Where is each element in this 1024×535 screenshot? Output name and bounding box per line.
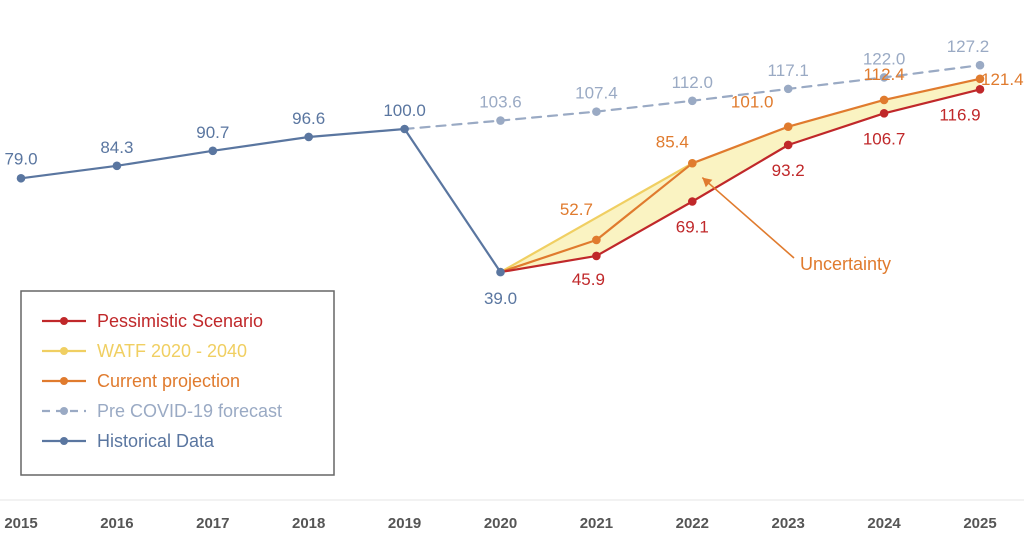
- uncertainty-band: [500, 78, 980, 273]
- legend-swatch-dot-current-projection: [60, 377, 68, 385]
- data-label-pessimistic-scenario-2022: 69.1: [676, 217, 709, 236]
- data-point-pre-covid-19-forecast-2025: [975, 60, 985, 70]
- data-label-pre-covid-19-forecast-2024: 122.0: [863, 49, 906, 68]
- data-label-current-projection-2023: 101.0: [731, 93, 774, 112]
- legend-label-watf-2020-2040: WATF 2020 - 2040: [97, 341, 247, 361]
- x-tick-label-2025: 2025: [963, 515, 996, 532]
- data-point-pre-covid-19-forecast-2023: [783, 84, 793, 94]
- data-label-pre-covid-19-forecast-2021: 107.4: [575, 84, 618, 103]
- data-label-pre-covid-19-forecast-2022: 112.0: [672, 73, 713, 92]
- data-label-pre-covid-19-forecast-2023: 117.1: [768, 61, 809, 80]
- data-point-pre-covid-19-forecast-2022: [688, 96, 697, 106]
- data-label-pre-covid-19-forecast-2020: 103.6: [479, 93, 522, 112]
- data-point-current-projection-2025: [975, 74, 985, 84]
- x-tick-label-2020: 2020: [484, 515, 517, 532]
- series-line-historical-data: [19, 127, 502, 274]
- legend-label-current-projection: Current projection: [97, 371, 240, 391]
- data-point-historical-data-2020: [496, 267, 505, 277]
- x-tick-label-2019: 2019: [388, 515, 421, 532]
- data-point-pessimistic-scenario-2024: [879, 108, 889, 118]
- legend-swatch-dot-pessimistic-scenario: [60, 317, 68, 325]
- legend-label-historical-data: Historical Data: [97, 431, 215, 451]
- x-tick-label-2021: 2021: [580, 515, 613, 532]
- legend-label-pessimistic-scenario: Pessimistic Scenario: [97, 311, 263, 331]
- x-tick-label-2015: 2015: [4, 515, 37, 532]
- legend-swatch-dot-pre-covid-19-forecast: [60, 407, 68, 415]
- data-point-pessimistic-scenario-2025: [975, 85, 985, 94]
- legend-swatch-dot-historical-data: [60, 437, 68, 445]
- series-line-watf-2020-2040: [499, 162, 694, 274]
- data-label-historical-data-2015: 79.0: [4, 149, 37, 168]
- legend-swatch-dot-watf-2020-2040: [60, 347, 68, 355]
- data-point-current-projection-2024: [879, 95, 889, 105]
- data-point-current-projection-2023: [783, 122, 793, 131]
- data-label-current-projection-2024: 112.4: [863, 65, 904, 84]
- data-point-historical-data-2017: [208, 146, 218, 156]
- x-tick-label-2022: 2022: [676, 515, 709, 532]
- data-label-historical-data-2017: 90.7: [196, 123, 229, 142]
- annotation-arrow-line: [701, 176, 795, 259]
- data-label-current-projection-2021: 52.7: [560, 200, 593, 219]
- series-line-pessimistic-scenario: [499, 88, 982, 274]
- data-point-historical-data-2019: [400, 124, 409, 134]
- data-label-pre-covid-19-forecast-2025: 127.2: [947, 37, 990, 56]
- data-label-historical-data-2020: 39.0: [484, 289, 517, 308]
- data-point-pre-covid-19-forecast-2021: [592, 107, 601, 116]
- series-line-current-projection: [499, 77, 982, 274]
- data-label-current-projection-2025: 121.4: [981, 70, 1024, 89]
- data-label-current-projection-2022: 85.4: [656, 132, 689, 151]
- annotation-arrow-head: [702, 177, 713, 188]
- data-point-historical-data-2015: [16, 173, 26, 183]
- data-point-historical-data-2018: [304, 132, 314, 142]
- data-label-pessimistic-scenario-2025: 116.9: [939, 105, 980, 124]
- data-point-current-projection-2021: [592, 235, 601, 245]
- data-point-pre-covid-19-forecast-2024: [879, 73, 889, 82]
- x-tick-label-2018: 2018: [292, 515, 325, 532]
- x-tick-label-2023: 2023: [772, 515, 805, 532]
- uncertainty-band-layer: [500, 78, 980, 273]
- annotation-layer: Uncertainty: [701, 176, 891, 274]
- data-labels-layer: 79.0 84.3 90.7 96.6 100.0 39.0 103.6 107.4 112.0…: [4, 37, 1023, 308]
- data-point-pessimistic-scenario-2023: [783, 140, 793, 150]
- legend-label-pre-covid-19-forecast: Pre COVID-19 forecast: [97, 401, 282, 421]
- data-point-historical-data-2016: [112, 161, 122, 171]
- data-point-current-projection-2022: [688, 158, 697, 168]
- data-point-pessimistic-scenario-2022: [688, 197, 697, 206]
- data-label-historical-data-2016: 84.3: [100, 138, 133, 157]
- legend: Pessimistic Scenario WATF 2020 - 2040 Curr…: [20, 290, 335, 476]
- data-label-pessimistic-scenario-2023: 93.2: [772, 161, 805, 180]
- data-label-pessimistic-scenario-2021: 45.9: [572, 270, 605, 289]
- x-tick-label-2016: 2016: [100, 515, 133, 532]
- series-points-layer: [16, 60, 985, 277]
- x-tick-label-2017: 2017: [196, 515, 229, 532]
- x-axis-ticks: 2015 2016 2017 2018 2019 2020 2021 2022 2023 2024…: [4, 515, 996, 532]
- data-label-historical-data-2019: 100.0: [383, 101, 426, 120]
- data-label-pessimistic-scenario-2024: 106.7: [863, 129, 906, 148]
- data-point-pre-covid-19-forecast-2020: [496, 116, 505, 125]
- data-point-pessimistic-scenario-2021: [592, 251, 601, 261]
- x-tick-label-2024: 2024: [867, 515, 901, 532]
- annotation-label: Uncertainty: [800, 254, 891, 274]
- data-label-historical-data-2018: 96.6: [292, 109, 325, 128]
